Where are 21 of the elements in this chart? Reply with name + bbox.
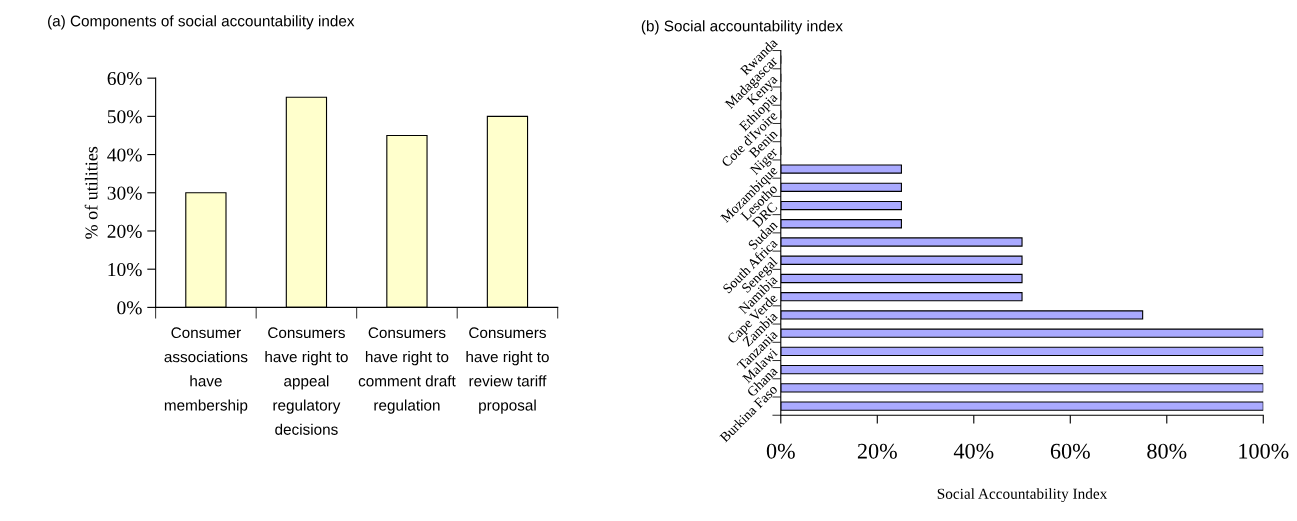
y-tick-label: 10% — [108, 263, 142, 277]
x-tick-label: Consumers have right to comment draft regulation — [358, 327, 456, 414]
x-tick-label: Consumers have right to review tariff proposal — [466, 327, 549, 414]
y-tick-label: 0% — [117, 301, 142, 315]
x-tick-label: 60% — [1050, 443, 1090, 459]
x-tick-label: 20% — [857, 443, 897, 459]
x-tick-label: 0% — [766, 443, 795, 459]
y-tick-label: 20% — [107, 224, 142, 238]
y-axis-title: % of utilities — [84, 146, 98, 239]
chart-title: (b) Social accountability index — [641, 20, 843, 35]
y-tick-label: 30% — [107, 186, 142, 200]
x-tick-label: 100% — [1239, 443, 1289, 459]
y-tick-label: 50% — [107, 110, 142, 124]
y-tick-label: 40% — [107, 148, 142, 162]
x-tick-label: 40% — [953, 443, 994, 459]
x-axis-title: Social Accountability Index — [937, 488, 1108, 503]
y-tick-label: 60% — [107, 71, 142, 86]
x-tick-label: Consumers have right to appeal regulatory decisions — [265, 327, 348, 435]
chart-title: (a) Components of social accountability index — [48, 15, 355, 30]
x-tick-label: Consumer associations have membership — [164, 327, 248, 414]
x-tick-label: 80% — [1147, 443, 1187, 459]
